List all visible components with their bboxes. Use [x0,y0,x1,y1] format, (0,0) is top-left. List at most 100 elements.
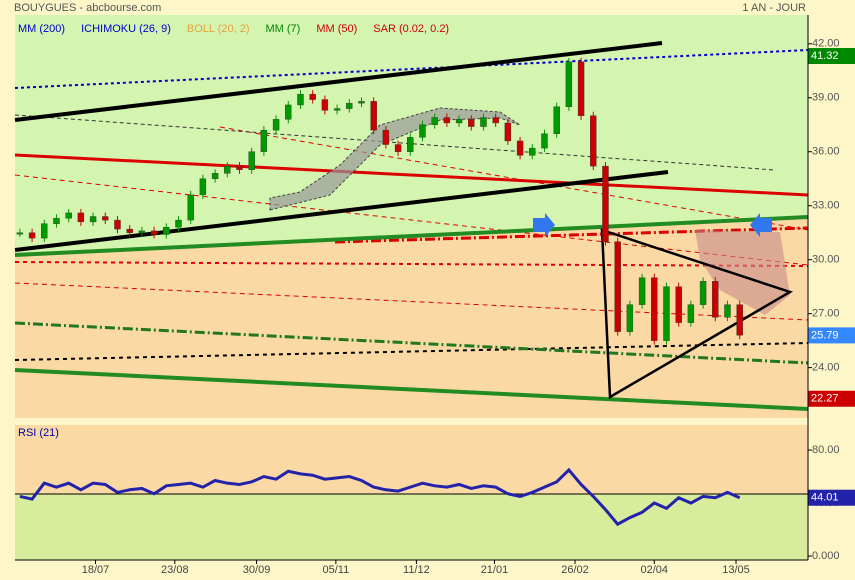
candle [443,117,451,124]
y-tick-label: 80.00 [812,444,840,456]
candle [480,117,487,127]
candle [102,216,109,221]
black-dash [14,114,776,171]
candle [224,165,231,174]
value-label: 22.27 [811,393,839,405]
value-label: 25.79 [811,329,839,341]
rsi-line [19,467,741,527]
y-tick-label: 36.00 [812,146,840,158]
y-tick-label: 42.00 [812,38,840,50]
candle [675,286,682,323]
y-tick-label: 24.00 [812,362,840,374]
candle [285,104,292,120]
candle [126,228,133,233]
candle [77,212,85,223]
legend-entry: BOLL (20, 2) [187,23,250,35]
candle [468,119,475,127]
candle [41,223,48,239]
candle [358,101,365,104]
value-label: 41.32 [811,50,839,62]
red-dash [14,174,809,266]
trend-lines [14,41,809,411]
candle [419,124,426,138]
candle [138,230,146,233]
chart-title: BOUYGUES - abcbourse.com [14,2,161,14]
x-tick-label: 13/05 [722,564,750,576]
legend-entry: ICHIMOKU (26, 9) [81,23,171,35]
candle [297,93,304,106]
red-dashdot [334,226,809,244]
x-tick-label: 05/11 [323,564,350,576]
candle [553,106,560,134]
x-tick-label: 18/07 [82,564,110,576]
candle [516,140,524,156]
candle [236,165,243,170]
candle [699,281,707,305]
candle [504,122,512,142]
ichimoku-cloud [695,230,790,315]
arrow-left [750,213,772,237]
value-box [808,327,855,344]
candle [28,232,36,239]
y-tick-label: 30.00 [812,254,840,266]
candle [65,212,72,219]
candle [150,230,158,235]
green-dashdot [14,321,809,365]
candle [16,232,24,235]
red-dash [219,126,809,231]
triangle [600,228,794,400]
candle [394,144,402,152]
x-tick-label: 02/04 [641,564,669,576]
candle [407,137,414,152]
candle [626,304,634,332]
candle [736,304,743,336]
x-tick-label: 21/01 [481,564,509,576]
candle [187,194,194,221]
candle [541,133,548,149]
candle [529,147,536,156]
x-tick-label: 26/02 [561,564,589,576]
legend-entry: MM (50) [316,23,357,35]
upper-zone [15,15,808,253]
rsi-lower-zone [15,494,808,560]
candle [651,277,658,341]
candle [163,227,170,235]
value-box [808,48,855,65]
candle [431,117,438,125]
ichimoku-cloud [269,107,521,211]
x-tick-label: 11/12 [403,564,430,576]
y-tick-label: 39.00 [812,92,840,104]
candle [272,119,280,131]
green-line [14,215,809,257]
candle [382,129,390,145]
candle [663,286,670,341]
candle [346,102,353,109]
candle [114,219,121,230]
candle [260,129,268,152]
candle [577,61,585,116]
candle [687,304,695,323]
red-line [14,153,809,197]
rsi-upper-zone [15,425,808,494]
candle [614,241,621,332]
black-line [14,41,663,122]
chart-subtitle: 1 AN - JOUR [742,2,806,14]
candle [333,108,341,111]
y-tick-label: 33.00 [812,200,840,212]
candle [492,117,499,124]
candle [712,281,719,318]
candle [455,119,463,124]
candle [211,173,219,179]
candle [724,304,731,318]
green-line [14,368,809,411]
legend-entry: MM (7) [266,23,301,35]
value-box [808,390,855,407]
value-box [808,489,855,506]
candle [602,165,609,242]
y-tick-label: 0.000 [812,550,840,562]
candle [565,61,573,107]
legend-entry: SAR (0.02, 0.2) [373,23,449,35]
candle [53,218,60,224]
candle [89,216,97,223]
